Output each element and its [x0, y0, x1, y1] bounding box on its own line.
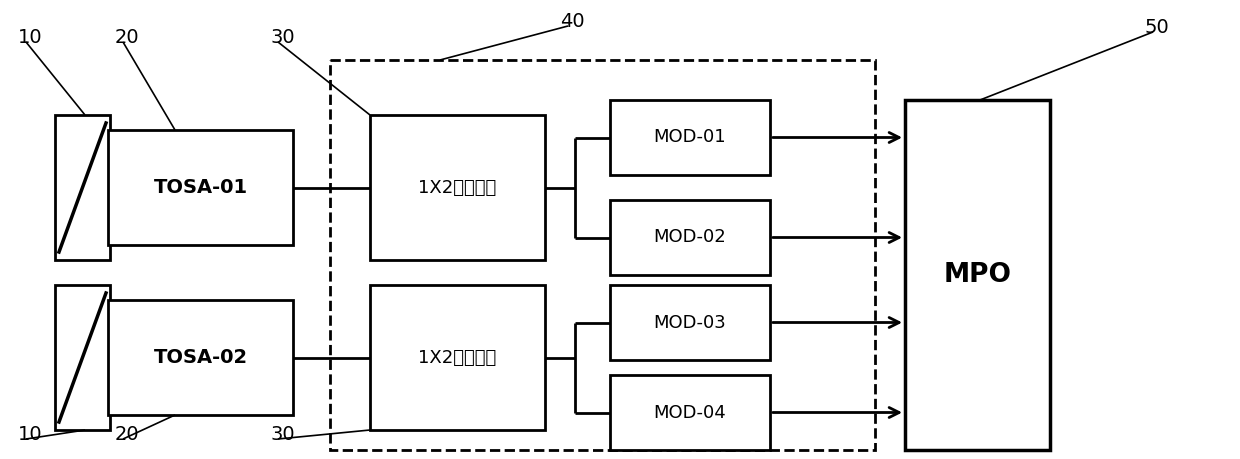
Text: MOD-04: MOD-04 — [653, 403, 727, 421]
Bar — [55, 115, 110, 260]
Text: 50: 50 — [1145, 18, 1169, 37]
Text: 1X2光分路器: 1X2光分路器 — [418, 348, 497, 366]
Text: 10: 10 — [19, 425, 42, 444]
Text: MOD-03: MOD-03 — [653, 313, 727, 331]
Bar — [610, 375, 770, 450]
Text: 40: 40 — [560, 12, 584, 31]
Text: MOD-01: MOD-01 — [653, 129, 727, 146]
Text: 30: 30 — [270, 28, 295, 47]
Bar — [108, 130, 293, 245]
Bar — [905, 100, 1050, 450]
Text: 30: 30 — [270, 425, 295, 444]
Text: TOSA-01: TOSA-01 — [154, 178, 248, 197]
Bar — [108, 300, 293, 415]
Text: 20: 20 — [115, 28, 140, 47]
Bar — [55, 285, 110, 430]
Bar — [610, 100, 770, 175]
Bar — [610, 200, 770, 275]
Bar — [330, 60, 875, 450]
Text: MOD-02: MOD-02 — [653, 229, 727, 246]
Text: 1X2光分路器: 1X2光分路器 — [418, 179, 497, 196]
Bar — [370, 115, 546, 260]
Text: MPO: MPO — [944, 262, 1012, 288]
Text: TOSA-02: TOSA-02 — [154, 348, 248, 367]
Text: 10: 10 — [19, 28, 42, 47]
Bar — [370, 285, 546, 430]
Text: 20: 20 — [115, 425, 140, 444]
Bar — [610, 285, 770, 360]
